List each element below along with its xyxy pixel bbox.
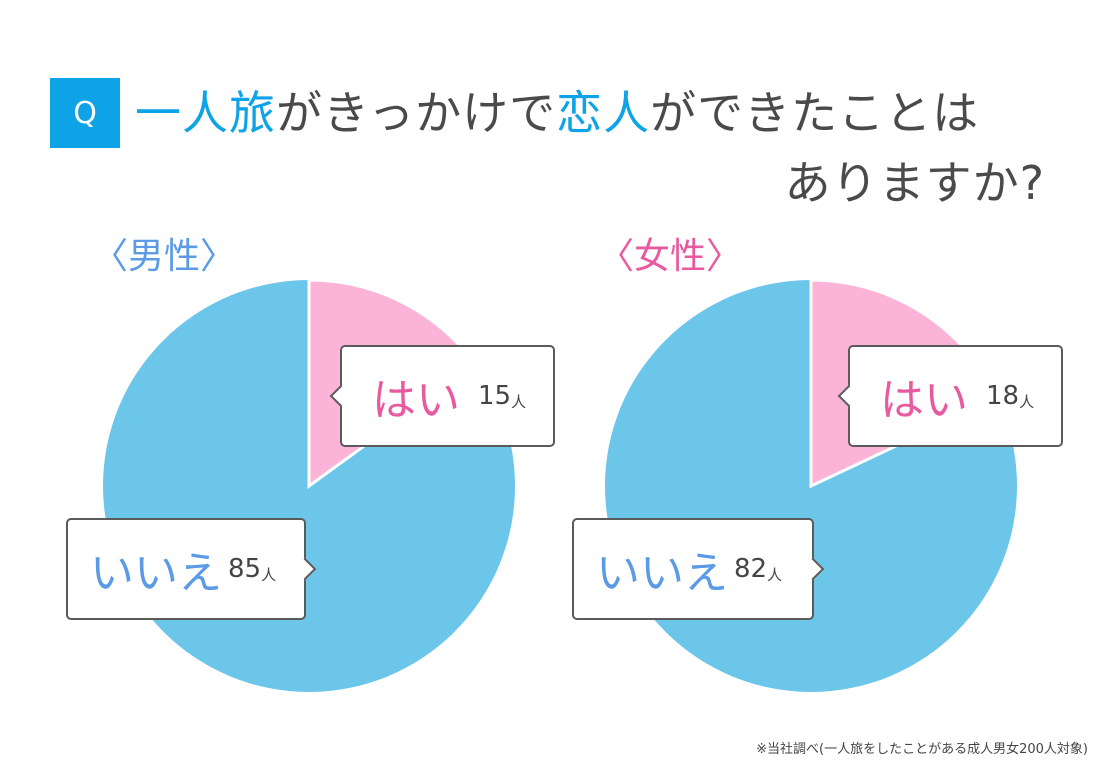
female-pie (605, 278, 1017, 692)
question-badge: Q (50, 78, 120, 148)
female-yes-callout: はい 18 人 (837, 345, 1063, 447)
female-no-callout: いいえ 82 人 (572, 518, 825, 620)
male-chart-label: 〈男性〉 (92, 236, 237, 277)
male-yes-unit: 人 (511, 392, 527, 411)
title-text: ができたことは (650, 86, 980, 140)
question-title-line2: ありますか? (784, 156, 1045, 210)
female-no-unit: 人 (767, 565, 783, 584)
male-no-unit: 人 (261, 565, 277, 584)
title-highlight-lover: 恋人 (556, 86, 651, 140)
survey-footnote: ※当社調べ(一人旅をしたことがある成人男女200人対象) (756, 742, 1088, 757)
female-yes-count: 18 (986, 381, 1020, 411)
male-no-label: いいえ (90, 548, 222, 599)
female-yes-unit: 人 (1019, 392, 1035, 411)
male-no-callout: いいえ 85 人 (66, 518, 317, 620)
male-no-count: 85 (228, 554, 262, 584)
female-yes-label: はい (880, 375, 968, 426)
title-highlight-solo-trip: 一人旅 (135, 86, 276, 140)
male-pie (103, 278, 515, 692)
female-chart-label: 〈女性〉 (598, 236, 743, 277)
male-yes-label: はい (372, 375, 460, 426)
male-yes-callout: はい 15 人 (329, 345, 555, 447)
female-no-label: いいえ (596, 548, 728, 599)
title-text: がきっかけで (276, 86, 557, 140)
question-title-line1: 一人旅がきっかけで恋人ができたことは (135, 80, 979, 146)
male-yes-count: 15 (478, 381, 512, 411)
female-no-count: 82 (734, 554, 768, 584)
